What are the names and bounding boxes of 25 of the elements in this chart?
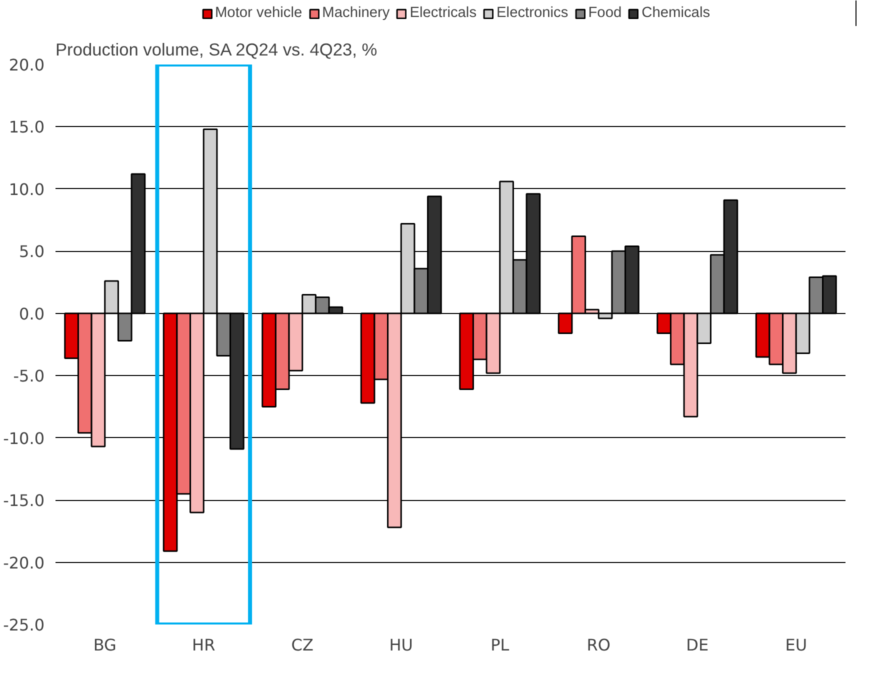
y-tick-label: 0.0 xyxy=(19,304,45,324)
legend-label: Food xyxy=(588,5,622,21)
chart-title: Production volume, SA 2Q24 vs. 4Q23, % xyxy=(56,40,378,60)
x-tick-label: EU xyxy=(785,636,808,654)
x-tick-label: PL xyxy=(490,636,510,654)
y-tick-label: -20.0 xyxy=(3,553,45,572)
legend-label: Chemicals xyxy=(642,5,710,21)
y-tick-label: 10.0 xyxy=(8,180,44,199)
x-tick-label: HU xyxy=(389,636,414,654)
y-tick-label: -15.0 xyxy=(3,491,45,510)
x-tick-label: RO xyxy=(586,636,610,654)
y-tick-label: -10.0 xyxy=(3,428,45,448)
x-tick-label: DE xyxy=(686,636,709,654)
legend-label: Motor vehicle xyxy=(214,5,302,21)
y-tick-label: 15.0 xyxy=(8,118,44,137)
y-tick-label: -5.0 xyxy=(13,366,44,386)
x-tick-label: HR xyxy=(192,636,216,654)
x-tick-label: CZ xyxy=(291,636,314,654)
legend-label: Electricals xyxy=(410,5,477,21)
y-tick-label: 5.0 xyxy=(19,242,45,262)
y-tick-label: 20.0 xyxy=(8,56,44,74)
legend-label: Machinery xyxy=(322,5,390,21)
x-tick-label: BG xyxy=(93,636,116,654)
y-tick-label: -25.0 xyxy=(3,616,45,634)
legend-label: Electronics xyxy=(496,5,568,21)
